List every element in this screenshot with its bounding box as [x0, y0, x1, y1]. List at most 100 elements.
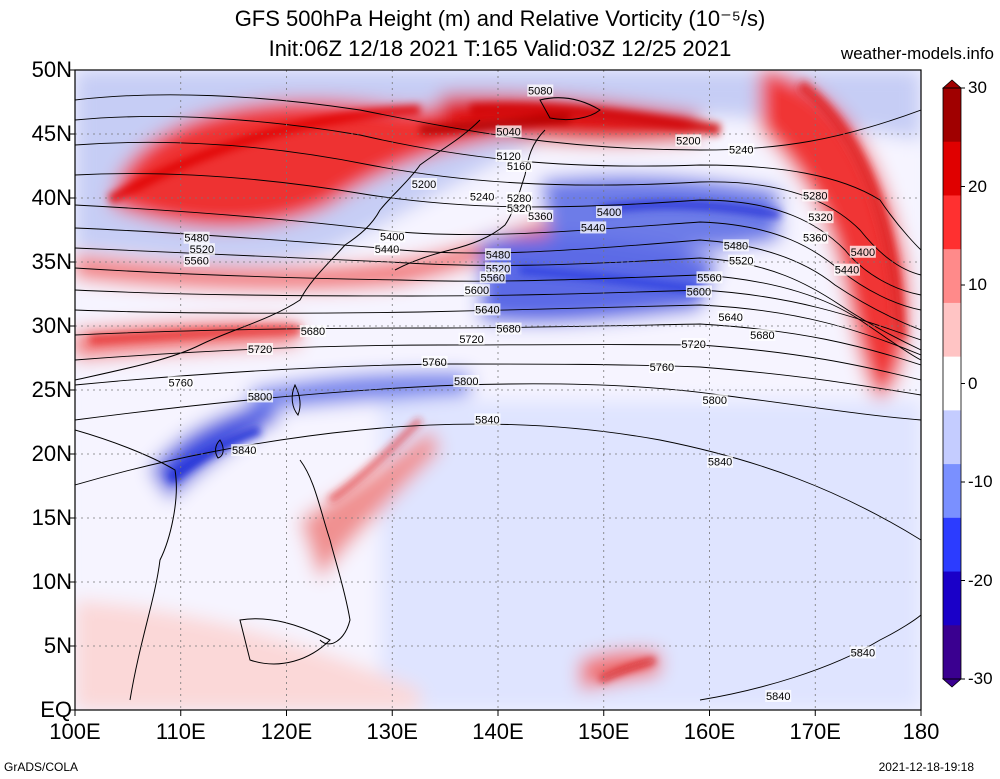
colorbar-cell — [943, 410, 961, 465]
colorbar-cell — [943, 302, 961, 358]
svg-text:5200: 5200 — [676, 135, 700, 147]
svg-text:5240: 5240 — [470, 192, 494, 204]
map-title: GFS 500hPa Height (m) and Relative Vorti… — [234, 6, 766, 31]
svg-text:5360: 5360 — [803, 233, 827, 245]
height-contour-label: 5400 — [596, 206, 623, 219]
height-contour-label: 5240 — [469, 190, 496, 204]
height-contour-label: 5720 — [458, 332, 485, 346]
svg-text:5120: 5120 — [496, 151, 520, 163]
height-contours — [75, 94, 921, 701]
svg-text:5560: 5560 — [697, 272, 721, 284]
colorbar-cell — [943, 625, 961, 680]
svg-text:5400: 5400 — [597, 207, 621, 219]
lon-label: 110E — [155, 719, 206, 744]
svg-text:5240: 5240 — [729, 144, 753, 156]
colorbar-cell — [943, 571, 961, 626]
height-contour-label: 5840 — [707, 455, 734, 469]
svg-text:5720: 5720 — [248, 344, 272, 356]
height-contour-label: 5840 — [231, 444, 258, 457]
height-contour-label: 5480 — [485, 248, 511, 261]
colorbar-tick-label: -10 — [968, 472, 993, 491]
svg-text:5800: 5800 — [703, 395, 727, 407]
svg-text:5640: 5640 — [718, 312, 742, 324]
svg-text:5400: 5400 — [851, 247, 875, 259]
svg-text:5160: 5160 — [507, 161, 531, 173]
colorbar-cell — [943, 88, 961, 143]
lat-label: 30N — [31, 313, 72, 338]
height-contour-label: 5200 — [410, 177, 437, 191]
height-contour-label: 5640 — [717, 311, 744, 324]
height-contour-label: 5560 — [696, 271, 723, 284]
colorbar-cell — [943, 249, 961, 304]
height-contour-label: 5760 — [421, 355, 448, 369]
lon-label: 180 — [902, 719, 940, 744]
height-contour-label: 5600 — [685, 285, 712, 298]
svg-text:5520: 5520 — [729, 256, 753, 268]
svg-text:5680: 5680 — [301, 326, 325, 338]
graticule — [75, 70, 921, 710]
colorbar-tick-label: 0 — [968, 373, 978, 393]
svg-text:5040: 5040 — [496, 126, 520, 138]
colorbar-tick-label: 30 — [968, 78, 987, 97]
height-contour-label: 5560 — [479, 271, 506, 284]
svg-text:5400: 5400 — [380, 231, 404, 243]
svg-text:5840: 5840 — [232, 445, 256, 457]
lon-label: 170E — [789, 719, 841, 744]
site-credit: weather-models.info — [840, 44, 994, 63]
lat-label: 25N — [31, 377, 72, 402]
colorbar-tick-label: -20 — [968, 570, 993, 590]
lon-label: 120E — [260, 719, 313, 744]
height-contour-label: 5520 — [728, 254, 755, 268]
svg-text:5600: 5600 — [465, 285, 489, 297]
lat-label: 45N — [31, 121, 72, 146]
svg-text:5720: 5720 — [681, 339, 705, 351]
colorbar-cell — [943, 517, 961, 573]
svg-text:5560: 5560 — [480, 272, 504, 284]
height-contour-label: 5400 — [379, 230, 406, 243]
height-contour-label: 5040 — [495, 125, 522, 138]
colorbar-cell — [943, 195, 961, 250]
vorticity-streaks — [89, 80, 906, 683]
height-contour-label: 5840 — [765, 689, 792, 703]
height-contour-label: 5640 — [474, 303, 501, 316]
svg-text:5640: 5640 — [475, 304, 499, 316]
height-contour-label: 5440 — [580, 221, 607, 234]
colorbar — [941, 79, 965, 688]
svg-text:5760: 5760 — [169, 377, 193, 389]
height-contour-label: 5480 — [183, 231, 210, 245]
svg-text:5760: 5760 — [650, 362, 674, 374]
height-contour-label: 5800 — [247, 390, 274, 403]
svg-text:5840: 5840 — [475, 414, 499, 426]
colorbar-cell — [943, 141, 961, 196]
height-contour-label: 5760 — [648, 360, 675, 374]
svg-text:5280: 5280 — [507, 193, 531, 205]
height-contour-label: 5680 — [299, 325, 326, 338]
height-contour-label: 5800 — [453, 375, 480, 388]
height-contour-label: 5320 — [506, 202, 533, 215]
lon-label: 130E — [366, 719, 418, 744]
svg-text:5600: 5600 — [687, 286, 711, 298]
svg-text:5800: 5800 — [248, 391, 272, 403]
lat-label: 50N — [31, 57, 72, 82]
svg-text:5440: 5440 — [581, 222, 605, 234]
svg-text:5360: 5360 — [528, 211, 552, 223]
colorbar-tick-label: 10 — [968, 275, 987, 294]
height-contour-label: 5320 — [807, 211, 834, 224]
lat-label: 40N — [31, 185, 72, 210]
lon-label: 160E — [683, 719, 736, 744]
height-contour-label: 5680 — [749, 328, 776, 342]
svg-text:5280: 5280 — [803, 190, 827, 202]
height-contour-label: 5160 — [506, 160, 533, 173]
height-contour-label: 5080 — [527, 84, 554, 97]
height-contour-label: 5840 — [849, 646, 876, 659]
height-contour-label: 5280 — [802, 189, 829, 202]
svg-text:5680: 5680 — [496, 324, 520, 336]
height-contour-label: 5200 — [675, 134, 702, 147]
height-contour-label: 5280 — [506, 192, 533, 205]
svg-text:5320: 5320 — [808, 212, 832, 224]
lat-label: 35N — [31, 249, 72, 274]
svg-text:5840: 5840 — [851, 647, 875, 659]
lat-label: 15N — [31, 505, 72, 530]
svg-text:5520: 5520 — [190, 244, 214, 256]
